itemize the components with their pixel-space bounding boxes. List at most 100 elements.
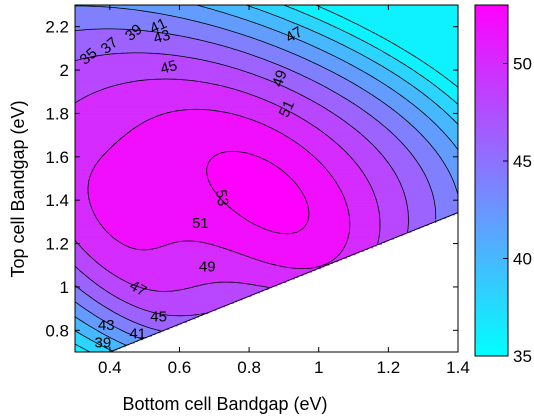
contour-cell bbox=[407, 209, 436, 212]
contour-label: 51 bbox=[276, 98, 298, 120]
contour-cell bbox=[130, 303, 229, 306]
contour-cell bbox=[78, 242, 123, 245]
contour-cell bbox=[186, 287, 269, 290]
contour-cell bbox=[341, 117, 375, 120]
contour-cell bbox=[83, 334, 107, 337]
contour-cell bbox=[75, 84, 116, 87]
contour-cell bbox=[75, 313, 95, 316]
contour-cell bbox=[81, 272, 112, 275]
contour-cell bbox=[393, 133, 422, 136]
contour-cell bbox=[264, 41, 306, 44]
contour-line-47 bbox=[75, 52, 409, 317]
contour-cell bbox=[250, 93, 300, 96]
contour-cell bbox=[447, 135, 458, 138]
contour-cell bbox=[426, 95, 448, 98]
contour-cell bbox=[421, 166, 447, 169]
contour-cell bbox=[75, 37, 196, 41]
contour-cell bbox=[182, 109, 210, 112]
contour-cell bbox=[240, 32, 285, 35]
contour-cell bbox=[75, 334, 85, 337]
contour-cell bbox=[256, 74, 302, 77]
contour-cell bbox=[101, 223, 255, 226]
contour-cell bbox=[409, 218, 436, 221]
contour-cell bbox=[285, 135, 328, 138]
contour-cell bbox=[428, 180, 454, 183]
contour-cell bbox=[322, 164, 358, 167]
contour-cell bbox=[451, 140, 458, 143]
contour-cell bbox=[207, 178, 294, 181]
contour-cell bbox=[108, 291, 260, 294]
contour-cell bbox=[249, 220, 309, 223]
contour-cell bbox=[360, 53, 389, 56]
contour-cell bbox=[393, 57, 458, 60]
contour-cell bbox=[75, 310, 90, 313]
contour-cell bbox=[456, 188, 458, 192]
contour-cell bbox=[95, 299, 125, 303]
contour-cell bbox=[108, 86, 229, 89]
contour-cell bbox=[407, 221, 433, 225]
contour-cell bbox=[310, 60, 346, 63]
contour-cell bbox=[167, 53, 252, 56]
contour-cell bbox=[75, 176, 90, 179]
contour-cell bbox=[357, 84, 388, 87]
contour-cell bbox=[379, 150, 410, 153]
contour-cell bbox=[155, 11, 226, 15]
contour-cell bbox=[445, 110, 458, 113]
contour-cell bbox=[263, 157, 316, 160]
contour-cell bbox=[75, 17, 182, 20]
contour-cell bbox=[172, 110, 224, 113]
contour-cell bbox=[75, 149, 109, 152]
contour-cell bbox=[438, 126, 458, 129]
contour-cell bbox=[214, 188, 302, 192]
contour-cell bbox=[337, 143, 374, 146]
contour-cell bbox=[95, 214, 241, 218]
contour-cell bbox=[75, 70, 247, 74]
contour-cell bbox=[290, 20, 325, 23]
contour-cell bbox=[75, 15, 175, 18]
contour-cell bbox=[430, 183, 455, 186]
contour-cell bbox=[75, 232, 109, 235]
contour-cell bbox=[90, 325, 116, 329]
contour-cell bbox=[75, 103, 276, 107]
contour-cell bbox=[177, 34, 247, 37]
contour-cell bbox=[435, 208, 458, 211]
contour-cell bbox=[257, 155, 314, 159]
contour-cell bbox=[397, 91, 422, 94]
contour-cell bbox=[444, 131, 458, 134]
contour-cell bbox=[391, 168, 422, 171]
contour-cell bbox=[285, 5, 458, 8]
colorbar-tick-label: 45 bbox=[513, 152, 532, 171]
contour-cell bbox=[332, 90, 367, 93]
contour-cell bbox=[134, 305, 226, 308]
contour-cell bbox=[435, 204, 458, 207]
contour-cell bbox=[264, 77, 311, 81]
contour-cell bbox=[404, 96, 429, 100]
contour-cell bbox=[134, 247, 154, 251]
contour-cell bbox=[386, 103, 414, 107]
contour-cell bbox=[108, 53, 168, 56]
contour-cell bbox=[365, 136, 398, 139]
contour-cell bbox=[245, 254, 339, 257]
contour-cell bbox=[404, 143, 431, 146]
contour-cell bbox=[445, 164, 458, 167]
contour-cell bbox=[330, 53, 361, 56]
contour-label: 41 bbox=[147, 15, 169, 37]
contour-cell bbox=[318, 128, 356, 131]
contour-cell bbox=[416, 105, 440, 108]
contour-cell bbox=[75, 270, 81, 273]
contour-cell bbox=[144, 287, 187, 290]
contour-cell bbox=[120, 138, 292, 141]
contour-cell bbox=[423, 76, 458, 79]
contour-cell bbox=[109, 308, 144, 311]
contour-cell bbox=[370, 187, 403, 190]
contour-cell bbox=[88, 176, 208, 179]
contour-cell bbox=[350, 228, 381, 231]
contour-cell bbox=[372, 188, 403, 192]
contour-line-37 bbox=[75, 5, 458, 352]
contour-cell bbox=[304, 41, 339, 44]
contour-cell bbox=[287, 173, 332, 176]
contour-cell bbox=[254, 6, 292, 9]
contour-cell bbox=[243, 116, 300, 119]
contour-cell bbox=[128, 319, 191, 322]
y-tick-label: 0.8 bbox=[45, 321, 69, 340]
